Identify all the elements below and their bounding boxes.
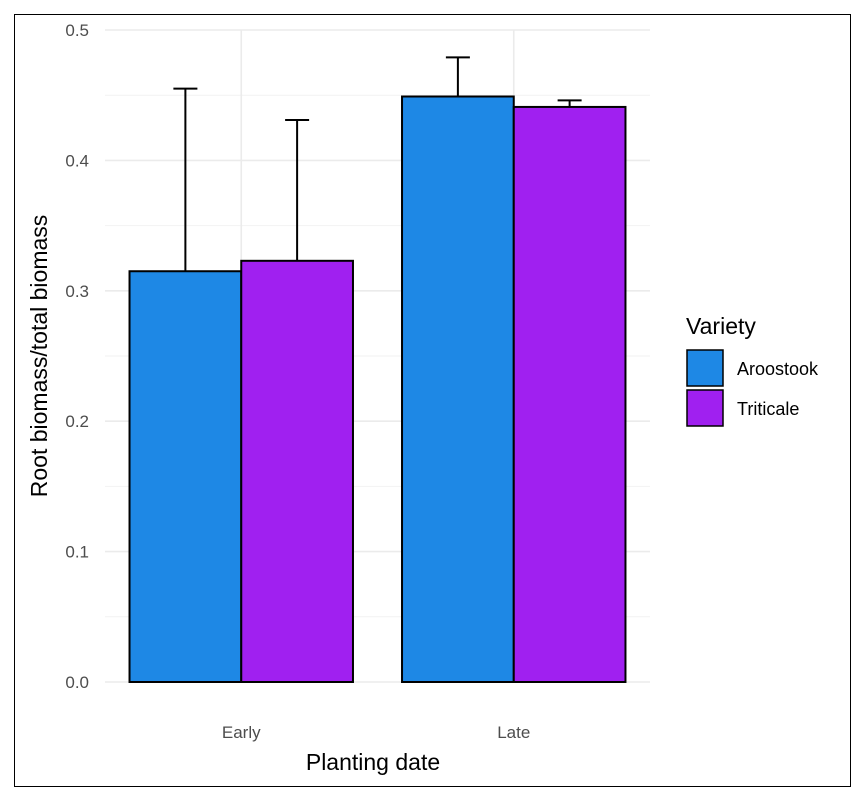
y-tick-label: 0.1 bbox=[65, 543, 89, 562]
y-tick-label: 0.0 bbox=[65, 673, 89, 692]
bar-late-triticale bbox=[512, 105, 627, 684]
bars-layer bbox=[128, 95, 627, 684]
y-tick-label: 0.3 bbox=[65, 282, 89, 301]
x-axis-title: Planting date bbox=[306, 749, 440, 775]
legend: Variety Aroostook Triticale bbox=[686, 313, 819, 427]
x-tick-label: Late bbox=[497, 723, 530, 742]
bar-early-triticale bbox=[240, 259, 354, 683]
legend-key-triticale bbox=[686, 389, 724, 427]
legend-title: Variety bbox=[686, 313, 756, 339]
y-tick-labels: 0.0 0.1 0.2 0.3 0.4 0.5 bbox=[65, 21, 89, 692]
bar-early-aroostook bbox=[128, 270, 243, 683]
y-tick-label: 0.2 bbox=[65, 412, 89, 431]
legend-label-aroostook: Aroostook bbox=[737, 359, 819, 379]
legend-label-triticale: Triticale bbox=[737, 399, 799, 419]
x-tick-label: Early bbox=[222, 723, 261, 742]
bar-late-aroostook bbox=[401, 95, 515, 683]
legend-key-aroostook bbox=[686, 349, 724, 387]
y-tick-label: 0.4 bbox=[65, 151, 89, 170]
y-tick-label: 0.5 bbox=[65, 21, 89, 40]
x-tick-labels: Early Late bbox=[222, 723, 530, 742]
errorbars-layer bbox=[173, 56, 582, 272]
y-axis-title: Root biomass/total biomass bbox=[26, 215, 52, 498]
